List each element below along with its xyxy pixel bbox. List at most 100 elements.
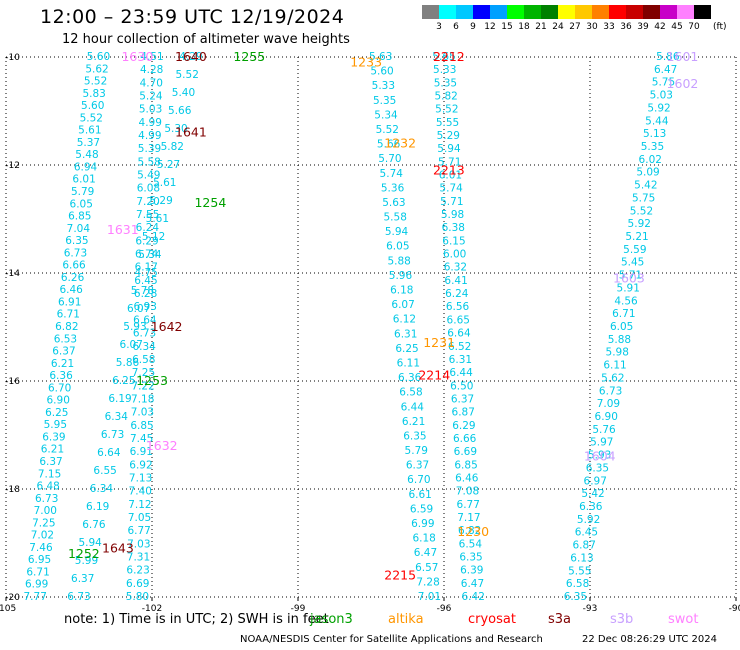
swh-value: 6.37 bbox=[406, 460, 429, 472]
swh-value: 6.52 bbox=[448, 341, 471, 353]
pass-time-label: 1631 bbox=[107, 222, 139, 237]
legend-label: 30 bbox=[586, 22, 598, 32]
swh-value: 6.97 bbox=[584, 475, 607, 487]
swh-value: 6.25 bbox=[112, 375, 135, 387]
swh-value: 5.55 bbox=[436, 117, 459, 129]
swh-value: 6.56 bbox=[446, 301, 470, 313]
swh-value: 5.35 bbox=[641, 141, 664, 153]
swh-value: 6.29 bbox=[135, 235, 158, 247]
swh-value: 6.01 bbox=[439, 170, 462, 182]
swh-value: 5.33 bbox=[433, 64, 456, 76]
swh-value: 5.55 bbox=[568, 565, 591, 577]
swh-value: 7.09 bbox=[597, 398, 620, 410]
swh-value: 5.71 bbox=[619, 270, 642, 282]
swh-value: 6.17 bbox=[135, 262, 158, 274]
swh-value: 7.15 bbox=[38, 468, 61, 480]
swh-value: 5.59 bbox=[623, 244, 646, 256]
swh-value: 6.41 bbox=[444, 275, 467, 287]
swh-value: 6.53 bbox=[54, 333, 77, 345]
swh-value: 7.20 bbox=[136, 196, 159, 208]
page-subtitle: 12 hour collection of altimeter wave hei… bbox=[62, 32, 350, 47]
swh-value: 6.59 bbox=[410, 503, 433, 515]
swh-value: 6.35 bbox=[459, 551, 482, 563]
swh-value: 5.66 bbox=[377, 139, 401, 151]
swh-value: 5.82 bbox=[434, 91, 457, 103]
swh-value: 6.85 bbox=[454, 459, 477, 471]
swh-value: 6.71 bbox=[26, 566, 49, 578]
swh-value: 6.00 bbox=[443, 249, 466, 261]
legend-swatch bbox=[439, 5, 456, 19]
pass-time-label: 1232 bbox=[384, 135, 416, 150]
swh-value: 7.12 bbox=[128, 499, 151, 511]
swh-value: 6.58 bbox=[566, 578, 589, 590]
swh-value: 6.45 bbox=[575, 527, 598, 539]
swh-value: 4.51 bbox=[140, 51, 163, 63]
lat-tick-label: -20 bbox=[5, 593, 20, 603]
legend-swatch bbox=[575, 5, 592, 19]
swh-value: 5.60 bbox=[87, 51, 110, 63]
legend-label: 18 bbox=[518, 22, 530, 32]
swh-value: 6.93 bbox=[134, 301, 157, 313]
satellite-altika: altika bbox=[388, 612, 424, 627]
lat-tick-label: -12 bbox=[5, 161, 20, 171]
swh-value: 6.58 bbox=[132, 354, 155, 366]
swh-value: 6.73 bbox=[67, 591, 90, 603]
legend-swatch bbox=[507, 5, 524, 19]
swh-value: 6.42 bbox=[462, 591, 485, 603]
swh-value: 5.30 bbox=[164, 123, 187, 135]
swh-value: 5.34 bbox=[374, 109, 398, 121]
legend-swatch bbox=[541, 5, 558, 19]
swh-value: 6.11 bbox=[397, 357, 420, 369]
swh-value: 6.08 bbox=[137, 183, 160, 195]
swh-value: 6.38 bbox=[442, 222, 465, 234]
swh-value: 5.35 bbox=[373, 95, 396, 107]
legend-swatch bbox=[660, 5, 677, 19]
swh-value: 5.76 bbox=[592, 424, 616, 436]
swh-value: 6.35 bbox=[65, 235, 88, 247]
pass-time-label: 1254 bbox=[194, 195, 226, 210]
swh-value: 6.74 bbox=[135, 249, 159, 261]
swh-value: 7.22 bbox=[131, 380, 154, 392]
swh-value: 5.74 bbox=[380, 168, 404, 180]
swh-value: 6.94 bbox=[74, 161, 98, 173]
swh-value: 6.44 bbox=[401, 401, 425, 413]
swh-value: 5.03 bbox=[650, 90, 673, 102]
swh-value: 5.21 bbox=[625, 231, 648, 243]
swh-value: 6.64 bbox=[97, 447, 121, 459]
lat-tick-label: -18 bbox=[5, 485, 20, 495]
swh-value: 6.34 bbox=[105, 411, 129, 423]
swh-value: 5.61 bbox=[153, 177, 176, 189]
swh-value: 5.03 bbox=[139, 104, 162, 116]
swh-value: 6.24 bbox=[445, 288, 469, 300]
swh-value: 6.48 bbox=[36, 481, 59, 493]
swh-value: 6.29 bbox=[452, 420, 475, 432]
swh-value: 6.65 bbox=[447, 314, 470, 326]
swh-value: 6.36 bbox=[398, 372, 422, 384]
legend-unit: (ft) bbox=[713, 22, 727, 32]
swh-value: 6.47 bbox=[654, 64, 677, 76]
swh-value: 7.25 bbox=[132, 367, 155, 379]
legend-label: 36 bbox=[620, 22, 632, 32]
swh-value: 6.07 bbox=[127, 303, 150, 315]
swh-value: 5.78 bbox=[131, 285, 154, 297]
swh-value: 6.01 bbox=[72, 174, 95, 186]
swh-value: 6.87 bbox=[573, 540, 596, 552]
swh-value: 5.75 bbox=[632, 192, 655, 204]
swh-value: 6.34 bbox=[132, 341, 156, 353]
swh-value: 6.70 bbox=[407, 474, 430, 486]
satellite-cryosat: cryosat bbox=[468, 612, 516, 627]
swh-value: 7.05 bbox=[128, 512, 151, 524]
swh-value: 6.07 bbox=[391, 299, 414, 311]
swh-value: 5.29 bbox=[149, 195, 172, 207]
swh-value: 5.96 bbox=[389, 270, 413, 282]
swh-value: 4.28 bbox=[140, 64, 163, 76]
swh-value: 6.61 bbox=[408, 489, 431, 501]
lat-tick-label: -14 bbox=[5, 269, 20, 279]
swh-value: 7.02 bbox=[31, 530, 54, 542]
swh-value: 5.94 bbox=[385, 226, 409, 238]
swh-value: 6.64 bbox=[133, 314, 157, 326]
swh-value: 6.50 bbox=[450, 380, 473, 392]
swh-value: 6.37 bbox=[71, 573, 94, 585]
swh-value: 6.70 bbox=[48, 382, 71, 394]
pass-time-label: 1640 bbox=[175, 49, 207, 64]
